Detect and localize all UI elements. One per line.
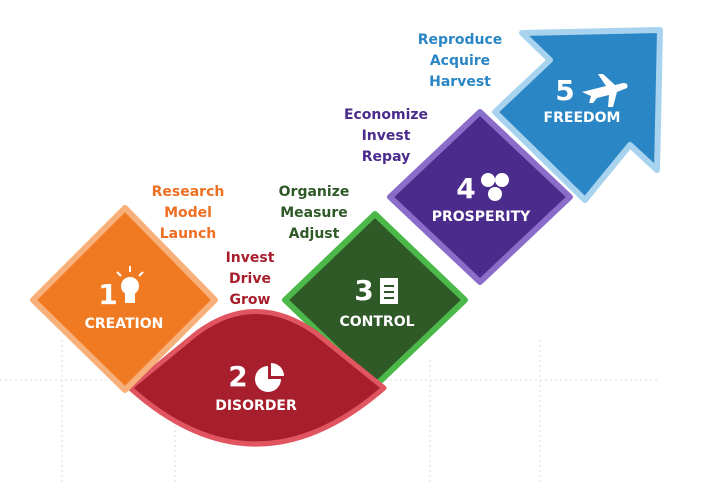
stage-1: 1 CREATION <box>30 205 218 393</box>
coins-icon <box>481 173 509 201</box>
pie-slice <box>271 363 284 376</box>
action: Invest <box>226 250 275 266</box>
stage-label: CONTROL <box>339 314 414 330</box>
pie-icon <box>255 366 281 392</box>
action: Adjust <box>289 226 340 242</box>
stage-label: CREATION <box>85 316 164 332</box>
action: Launch <box>160 226 217 242</box>
action: Model <box>164 205 212 221</box>
stage-number: 5 <box>555 74 574 107</box>
stage-number: 1 <box>98 278 117 311</box>
stage-3-actions: Organize Measure Adjust <box>279 184 350 242</box>
action: Grow <box>230 292 271 308</box>
bulb-icon <box>116 266 144 303</box>
stage-number: 4 <box>456 172 475 205</box>
stage-label: DISORDER <box>215 398 297 414</box>
action: Research <box>152 184 225 200</box>
stage-label: FREEDOM <box>544 110 621 126</box>
action: Organize <box>279 184 350 200</box>
action: Repay <box>362 149 410 165</box>
stage-1-actions: Research Model Launch <box>152 184 225 242</box>
stage-4-actions: Economize Invest Repay <box>344 107 428 165</box>
plane-icon <box>582 74 628 107</box>
stage-2-actions: Invest Drive Grow <box>226 250 275 308</box>
action: Measure <box>280 205 348 221</box>
stage-2: 2 DISORDER <box>127 309 387 447</box>
stage-number: 3 <box>354 274 373 307</box>
action: Invest <box>362 128 411 144</box>
stage-number: 2 <box>228 360 247 393</box>
action: Drive <box>229 271 271 287</box>
action: Reproduce <box>418 32 503 48</box>
stage-label: PROSPERITY <box>432 209 531 225</box>
clipboard-lines <box>384 285 394 299</box>
action: Harvest <box>429 74 491 90</box>
action: Economize <box>344 107 428 123</box>
stage-5: 5 FREEDOM <box>492 27 663 203</box>
stage-4: 4 PROSPERITY <box>387 109 573 285</box>
stage-5-actions: Reproduce Acquire Harvest <box>418 32 503 90</box>
action: Acquire <box>430 53 490 69</box>
